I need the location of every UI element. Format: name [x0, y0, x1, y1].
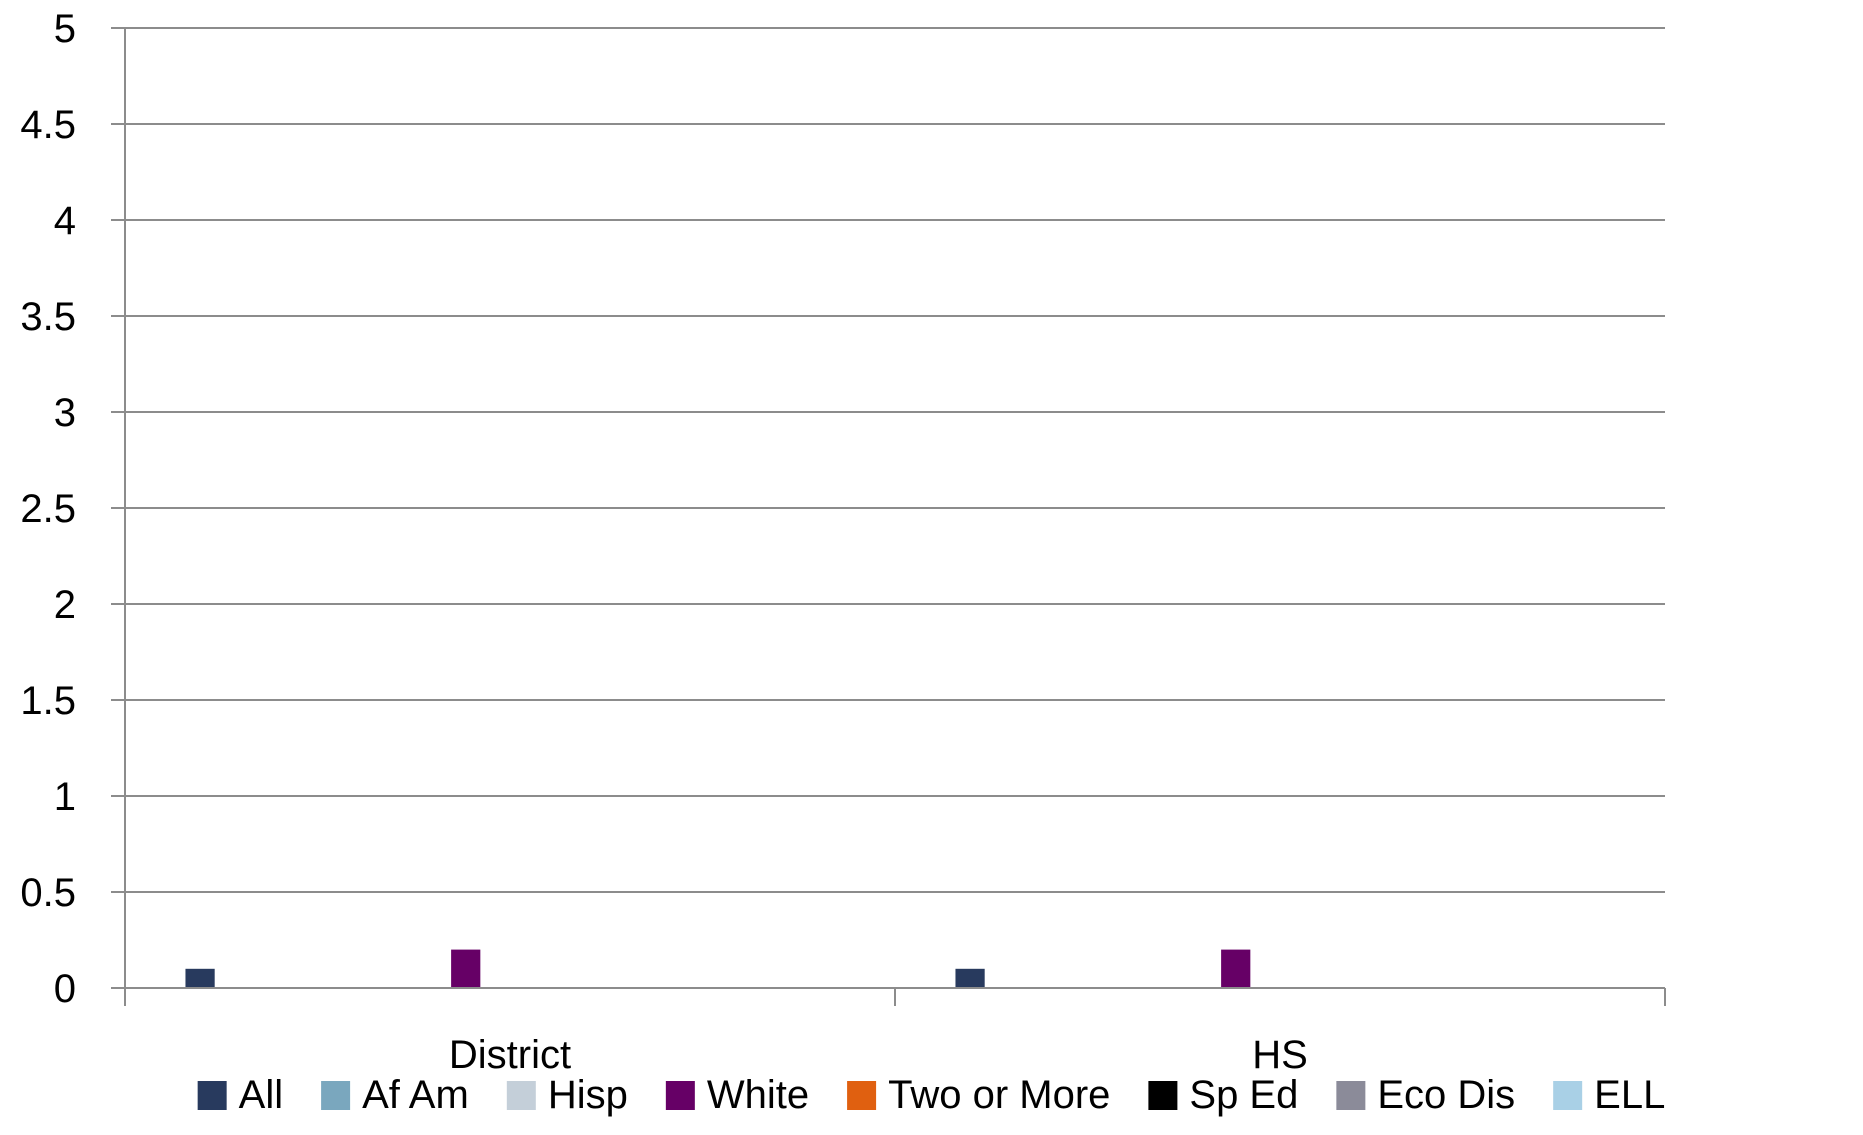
legend-swatch: [321, 1081, 351, 1110]
legend-label: Hisp: [548, 1073, 628, 1117]
gridlines: [125, 27, 1665, 989]
y-tick-label: 2.5: [20, 487, 76, 531]
y-tick-label: 5: [54, 7, 76, 51]
bar-all-hs: [955, 968, 985, 988]
y-tick-label: 0: [54, 967, 76, 1011]
legend-label: Sp Ed: [1189, 1073, 1298, 1117]
y-tick-label: 1.5: [20, 679, 76, 723]
legend-swatch: [847, 1081, 877, 1110]
legend-swatch: [1148, 1081, 1178, 1110]
legend-label: White: [707, 1073, 809, 1117]
legend-label: Two or More: [888, 1073, 1110, 1117]
legend-label: All: [239, 1073, 283, 1117]
x-category-label: District: [449, 1033, 571, 1077]
y-tick-label: 2: [54, 583, 76, 627]
bar-all-district: [185, 968, 215, 988]
legend-label: ELL: [1594, 1073, 1665, 1117]
legend-swatch: [1553, 1081, 1583, 1110]
legend-swatch: [197, 1081, 227, 1110]
legend-swatch: [665, 1081, 695, 1110]
legend: All Af Am Hisp White Two or More Sp Ed Eco Dis…: [197, 1073, 1665, 1117]
y-tick-label: 1: [54, 775, 76, 819]
bar-white-district: [451, 949, 481, 988]
x-category-label: HS: [1252, 1033, 1308, 1077]
y-tick-label: 3: [54, 391, 76, 435]
y-tick-label: 0.5: [20, 871, 76, 915]
legend-swatch: [1336, 1081, 1366, 1110]
y-tick-label: 3.5: [20, 295, 76, 339]
bar-white-hs: [1221, 949, 1251, 988]
legend-label: Af Am: [362, 1073, 469, 1117]
legend-label: Eco Dis: [1377, 1073, 1515, 1117]
y-tick-label: 4.5: [20, 103, 76, 147]
legend-swatch: [506, 1081, 536, 1110]
y-tick-label: 4: [54, 199, 76, 243]
bars: [185, 949, 1251, 988]
axes: 0 0.5 1 1.5 2 2.5 3 3.5 4 4.5 5 District HS: [20, 7, 1666, 1077]
